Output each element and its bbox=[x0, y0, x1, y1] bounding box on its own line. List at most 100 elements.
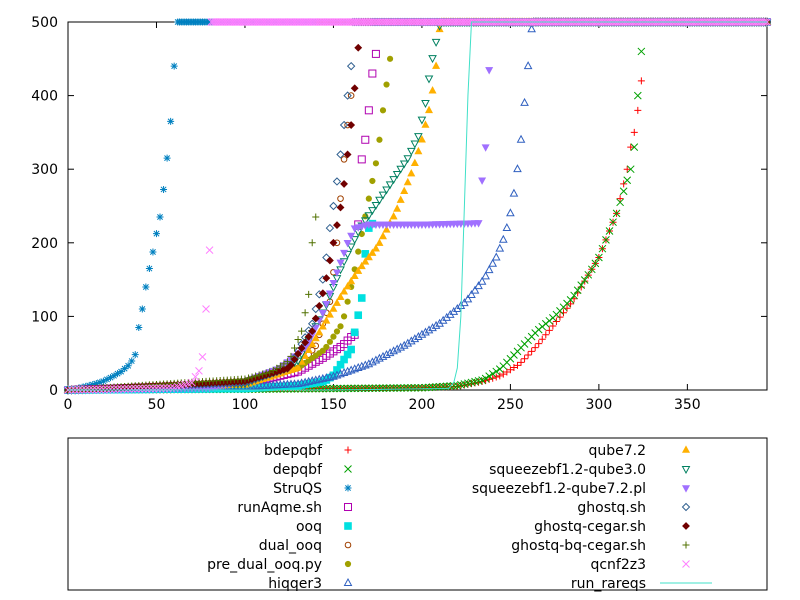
data-point bbox=[634, 106, 642, 114]
data-point bbox=[163, 154, 171, 162]
data-point bbox=[297, 344, 306, 353]
data-point bbox=[580, 276, 589, 284]
data-point bbox=[513, 361, 521, 369]
series-ghostq-bq-cegar-sh bbox=[64, 18, 771, 394]
y-tick-label: 300 bbox=[31, 162, 58, 178]
data-point bbox=[294, 336, 302, 344]
data-point bbox=[567, 300, 575, 308]
data-point bbox=[332, 298, 341, 306]
data-point bbox=[357, 294, 366, 302]
data-point bbox=[506, 208, 515, 217]
legend-entry: hiqqer3 bbox=[268, 576, 353, 592]
data-point bbox=[577, 281, 586, 289]
data-point bbox=[339, 367, 349, 376]
data-point bbox=[337, 323, 344, 330]
data-point bbox=[602, 236, 610, 244]
data-point bbox=[354, 384, 363, 393]
data-point bbox=[241, 375, 249, 383]
data-point bbox=[432, 61, 441, 69]
data-point bbox=[417, 329, 427, 338]
data-point bbox=[431, 320, 441, 329]
series-squeezebf1-2-qube7-2-pl bbox=[63, 19, 772, 395]
data-point bbox=[581, 277, 589, 285]
data-point bbox=[343, 150, 352, 159]
data-point bbox=[124, 384, 133, 393]
data-point bbox=[262, 369, 270, 377]
legend-entry: qube7.2 bbox=[588, 443, 691, 459]
x-tick-label: 100 bbox=[232, 397, 259, 413]
data-point bbox=[393, 204, 402, 212]
y-tick-label: 0 bbox=[49, 383, 58, 399]
legend-entry: ooq bbox=[296, 519, 352, 535]
legend-entry: run_rareqs bbox=[571, 576, 712, 592]
data-point bbox=[637, 47, 646, 56]
data-point bbox=[538, 335, 546, 343]
series-depqbf bbox=[64, 18, 771, 394]
data-point bbox=[322, 384, 331, 393]
data-point bbox=[343, 91, 352, 100]
data-point bbox=[319, 347, 326, 354]
data-point bbox=[535, 340, 543, 348]
data-point bbox=[417, 135, 426, 143]
data-point bbox=[495, 243, 505, 252]
data-point bbox=[339, 120, 349, 130]
legend-swatch bbox=[344, 522, 352, 530]
data-point bbox=[531, 344, 539, 352]
data-point bbox=[510, 364, 518, 372]
data-point bbox=[403, 384, 412, 392]
legend-label: squeezebf1.2-qube3.0 bbox=[489, 462, 646, 478]
data-point bbox=[329, 280, 338, 288]
data-point bbox=[245, 374, 253, 382]
data-point bbox=[396, 165, 406, 174]
legend-label: qcnf2z3 bbox=[590, 557, 646, 573]
data-point bbox=[371, 49, 380, 58]
series-ghostq-sh bbox=[63, 17, 772, 395]
data-point bbox=[521, 355, 529, 363]
data-point bbox=[488, 369, 497, 378]
data-point bbox=[396, 384, 405, 392]
data-point bbox=[121, 365, 129, 373]
data-point bbox=[294, 363, 303, 371]
legend-swatch bbox=[344, 560, 352, 568]
data-point bbox=[308, 239, 316, 247]
series-run-rareqs bbox=[68, 21, 767, 391]
data-point bbox=[128, 357, 136, 365]
data-point bbox=[259, 370, 267, 378]
data-point bbox=[591, 259, 600, 268]
data-point bbox=[428, 55, 437, 64]
data-point bbox=[95, 385, 104, 394]
data-point bbox=[399, 160, 409, 169]
data-point bbox=[368, 248, 377, 256]
data-point bbox=[498, 234, 508, 243]
data-point bbox=[403, 338, 413, 347]
data-point bbox=[340, 384, 348, 393]
data-point bbox=[406, 336, 416, 345]
data-point bbox=[484, 265, 494, 274]
data-point bbox=[343, 240, 352, 248]
data-point bbox=[361, 384, 370, 393]
data-point bbox=[347, 276, 356, 285]
data-point bbox=[336, 384, 345, 393]
data-point bbox=[389, 346, 398, 355]
data-point bbox=[623, 165, 631, 173]
data-point bbox=[364, 252, 373, 261]
data-point bbox=[103, 375, 111, 383]
data-point bbox=[145, 265, 153, 273]
data-point bbox=[626, 165, 635, 174]
data-point bbox=[318, 289, 327, 298]
series-dual-ooq bbox=[64, 18, 771, 394]
data-point bbox=[520, 97, 529, 106]
data-point bbox=[481, 374, 490, 383]
data-point bbox=[308, 339, 317, 348]
data-point bbox=[312, 213, 320, 221]
data-point bbox=[304, 332, 313, 341]
data-point bbox=[167, 117, 175, 125]
data-point bbox=[570, 291, 578, 300]
data-point bbox=[421, 100, 430, 109]
data-point bbox=[360, 217, 370, 226]
data-point bbox=[337, 195, 344, 202]
data-point bbox=[403, 155, 413, 164]
series-runaqme-sh bbox=[64, 18, 771, 394]
data-point bbox=[499, 370, 507, 378]
